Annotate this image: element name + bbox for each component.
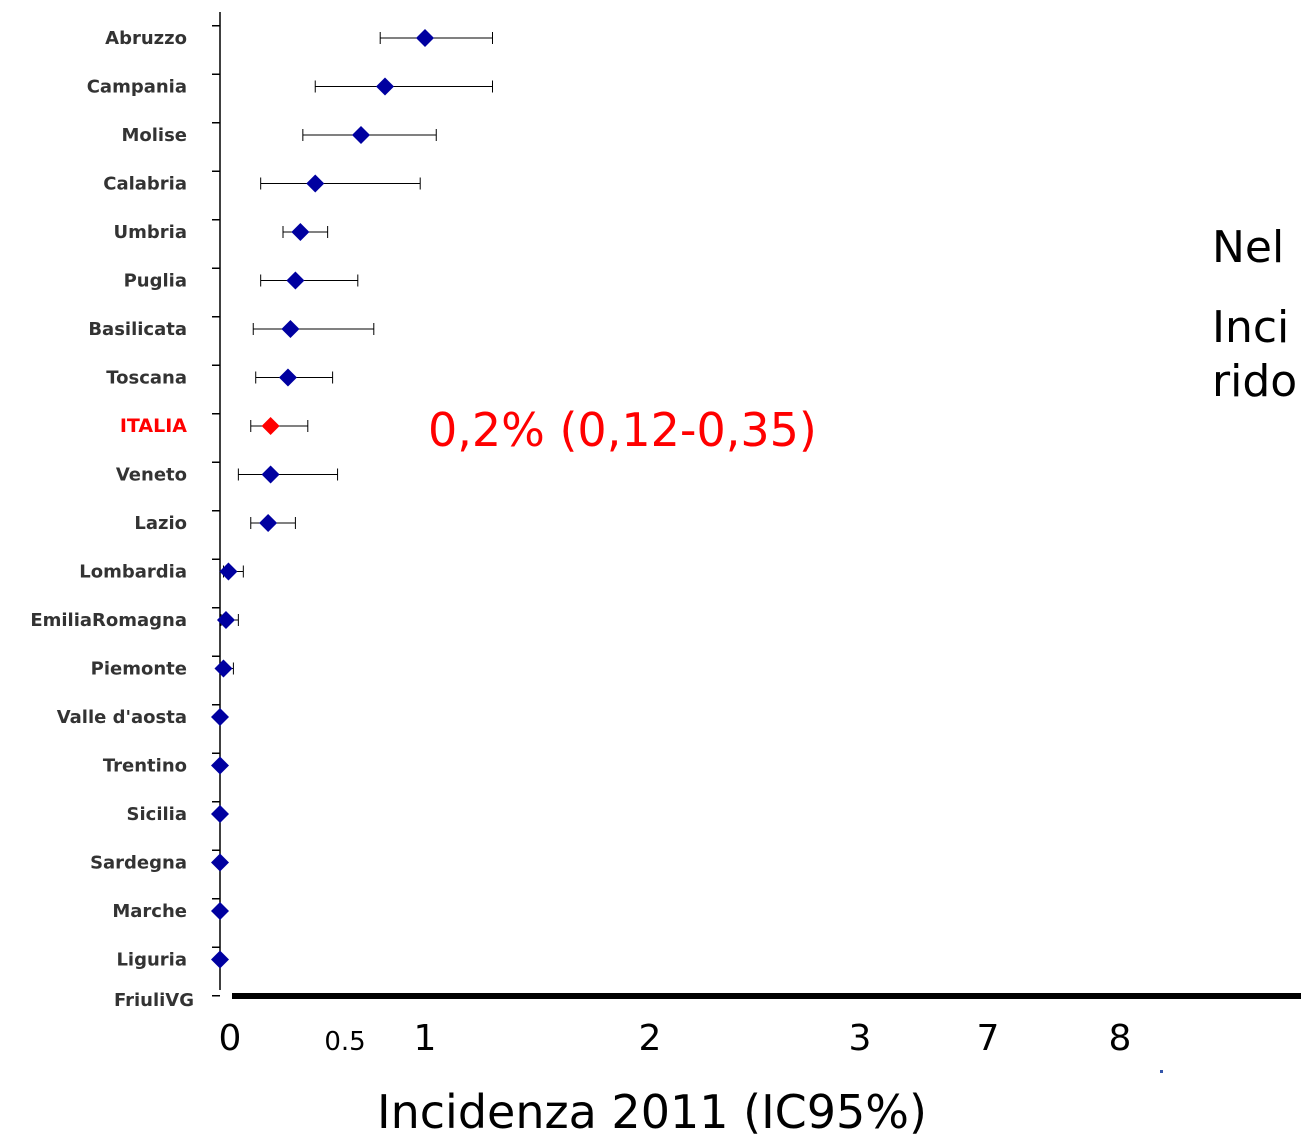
italia-annotation: 0,2% (0,12-0,35)	[428, 403, 817, 457]
region-label: Marche	[112, 901, 187, 922]
point-estimate	[211, 756, 229, 775]
point-estimate	[416, 29, 434, 47]
x-tick-label: 2	[639, 1018, 662, 1059]
x-axis-label: Incidenza 2011 (IC95%)	[377, 1085, 927, 1139]
region-label: Valle d'aosta	[57, 707, 187, 728]
point-estimate	[211, 708, 229, 726]
region-label: Liguria	[116, 950, 187, 971]
x-tick-label: 0	[219, 1018, 242, 1059]
x-tick-label: 8	[1109, 1018, 1132, 1059]
x-tick-label: 1	[414, 1018, 437, 1059]
point-estimate	[211, 853, 229, 872]
side-text-line-3: rido	[1212, 356, 1297, 407]
point-estimate	[261, 465, 280, 484]
point-estimate	[278, 368, 297, 387]
point-estimate	[291, 223, 310, 241]
region-label: Molise	[121, 125, 187, 146]
point-estimate	[211, 805, 229, 823]
point-estimate	[352, 126, 370, 144]
region-label: FriuliVG	[114, 990, 194, 1011]
point-estimate	[211, 950, 229, 969]
region-label: Abruzzo	[105, 28, 187, 49]
point-estimate	[306, 174, 325, 193]
region-label: Sardegna	[90, 853, 187, 874]
point-estimate	[211, 902, 229, 920]
region-label: Trentino	[103, 756, 187, 777]
region-label: Lombardia	[79, 562, 187, 583]
region-label: Sicilia	[127, 804, 187, 825]
point-estimate	[261, 417, 280, 435]
region-label: Piemonte	[91, 659, 187, 680]
side-text-line-1: Nel	[1212, 222, 1284, 273]
point-estimate	[376, 77, 394, 96]
data-rows: Abruzzo Campania Molise Calabria Umbria Pugli…	[30, 28, 493, 1011]
region-label: Lazio	[134, 513, 187, 534]
point-estimate	[281, 320, 300, 338]
region-label: Umbria	[114, 222, 187, 243]
region-label: Toscana	[106, 368, 187, 389]
x-axis-tick-labels: 0 0.5 1 2 3 7 8	[219, 1018, 1132, 1059]
point-estimate	[214, 659, 233, 678]
stray-dot	[1160, 1070, 1163, 1073]
region-label: Veneto	[116, 465, 187, 486]
y-axis-ticks	[212, 25, 220, 997]
point-estimate	[286, 271, 305, 290]
x-tick-label: 0.5	[324, 1027, 365, 1057]
x-tick-label: 7	[977, 1018, 1000, 1059]
region-label: EmiliaRomagna	[30, 610, 187, 631]
region-label: Basilicata	[88, 319, 187, 340]
region-label: Puglia	[124, 271, 187, 292]
region-label: Campania	[87, 77, 187, 98]
point-estimate	[259, 514, 278, 532]
region-label: ITALIA	[120, 415, 187, 437]
point-estimate	[216, 611, 235, 629]
region-label: Calabria	[103, 174, 187, 195]
side-text-line-2: Inci	[1212, 302, 1289, 353]
point-estimate	[219, 562, 238, 581]
x-tick-label: 3	[849, 1018, 872, 1059]
